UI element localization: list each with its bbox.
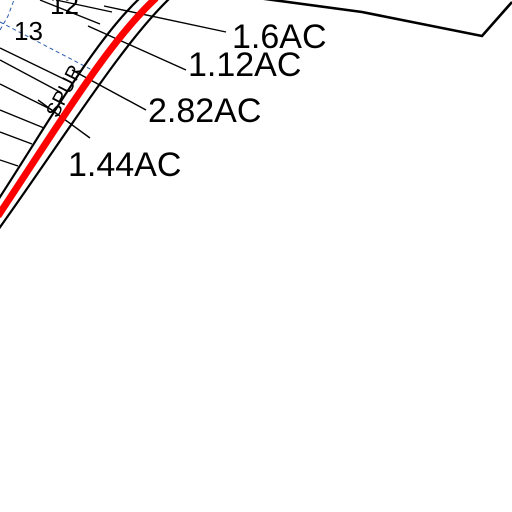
lot-lines xyxy=(0,0,113,167)
acreage-label: 1.44AC xyxy=(68,146,181,184)
acreage-label: 2.82AC xyxy=(148,92,261,130)
road-edge-outer xyxy=(0,0,140,199)
dashed-lot-boundary xyxy=(0,21,93,71)
lot-number-12: 12 xyxy=(50,0,79,20)
highlighted-route xyxy=(0,0,159,218)
acreage-label: 1.6AC xyxy=(232,18,327,56)
lot-number-13: 13 xyxy=(14,16,43,46)
road-edge-inner xyxy=(0,0,170,230)
dashed-lot-boundary xyxy=(0,0,15,31)
parcel-outline xyxy=(263,0,512,38)
acreage-label: 1.12AC xyxy=(188,46,301,84)
